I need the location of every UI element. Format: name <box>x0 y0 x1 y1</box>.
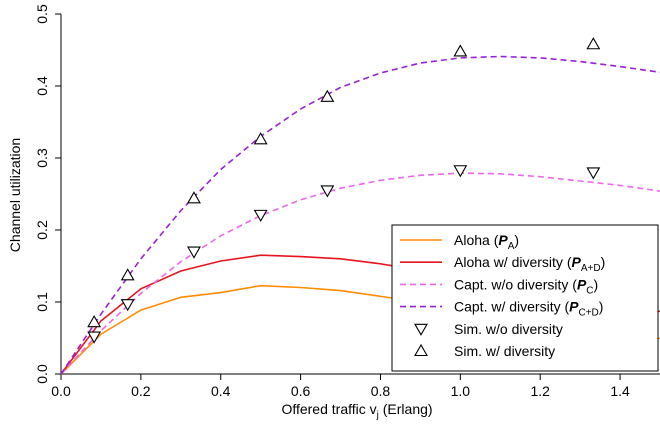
series-sim_nodiv <box>87 165 601 344</box>
legend-label-subscript: C+D <box>578 308 598 319</box>
legend-label-symbol: P <box>569 299 579 315</box>
y-tick-label: 0.3 <box>34 148 50 168</box>
x-axis-title-sub: j <box>376 410 379 421</box>
series-sim_div <box>87 37 601 328</box>
data-point <box>187 246 201 259</box>
x-axis-title-unit: (Erlang) <box>379 401 433 417</box>
y-axis-title: Channel utilization <box>7 138 23 252</box>
x-tick-label: 1.4 <box>610 383 630 399</box>
x-tick-label: 1.2 <box>530 383 550 399</box>
legend-label-text: Sim. w/o diversity <box>454 321 563 337</box>
data-point <box>87 315 102 328</box>
data-point <box>253 209 268 222</box>
legend-label-text: Capt. w/ diversity ( <box>454 299 569 315</box>
x-tick-label: 0.6 <box>291 383 311 399</box>
y-tick-label: 0.0 <box>34 364 50 384</box>
legend-entry-sim_nodiv: Sim. w/o diversity <box>414 321 563 337</box>
x-tick-label: 0.4 <box>211 383 231 399</box>
legend-label-text: Sim. w/ diversity <box>454 343 555 359</box>
legend-label: Sim. w/ diversity <box>454 343 555 359</box>
legend-marker <box>414 323 428 336</box>
legend-label-symbol: P <box>571 254 581 270</box>
legend-label-close: ) <box>599 299 604 315</box>
legend-label: Aloha w/ diversity (PA+D) <box>454 254 605 274</box>
legend-label-close: ) <box>601 254 606 270</box>
data-point <box>253 132 268 145</box>
legend-label-close: ) <box>594 276 599 292</box>
legend-box <box>391 224 659 372</box>
legend-label-text: Aloha w/ diversity ( <box>454 254 572 270</box>
legend-marker <box>414 343 428 357</box>
x-tick-label: 1.0 <box>451 383 471 399</box>
y-tick-label: 0.5 <box>34 4 50 24</box>
data-point <box>320 185 335 198</box>
data-point <box>586 37 601 50</box>
x-tick-label: 0.2 <box>131 383 151 399</box>
x-tick-label: 0.0 <box>51 383 71 399</box>
y-tick-label: 0.4 <box>34 76 50 96</box>
legend-label-close: ) <box>514 232 519 248</box>
axes: 0.0 0.2 0.4 0.6 0.8 1.0 1.2 1.4 0.0 0.1 0.2 0.3 0.4 0… <box>34 4 660 399</box>
series-line-capt <box>60 172 660 375</box>
y-tick-label: 0.2 <box>34 220 50 240</box>
legend-label: Sim. w/o diversity <box>454 321 563 337</box>
data-point <box>120 299 135 312</box>
legend-entry-capt: Capt. w/o diversity (PC) <box>400 276 598 296</box>
y-tick-label: 0.1 <box>34 292 50 312</box>
legend-label-symbol: P <box>498 232 508 248</box>
x-axis-title: Offered traffic vj (Erlang) <box>281 401 432 421</box>
legend-label: Capt. w/o diversity (PC) <box>454 276 598 296</box>
series-line-capt_div <box>60 55 660 375</box>
data-point <box>453 165 468 178</box>
data-point <box>320 89 335 102</box>
legend-label-subscript: A+D <box>581 263 601 274</box>
legend: Aloha (PA)Aloha w/ diversity (PA+D)Capt.… <box>391 224 659 372</box>
legend-entry-aloha: Aloha (PA) <box>400 232 519 252</box>
legend-label-subscript: A <box>508 241 515 252</box>
legend-entry-capt_div: Capt. w/ diversity (PC+D) <box>400 299 603 319</box>
data-point <box>87 331 102 344</box>
legend-label-subscript: C <box>586 285 593 296</box>
data-point <box>120 268 135 281</box>
legend-label-symbol: P <box>577 276 587 292</box>
x-axis-title-main: Offered traffic v <box>281 401 376 417</box>
legend-entry-aloha_div: Aloha w/ diversity (PA+D) <box>400 254 605 274</box>
x-tick-label: 0.8 <box>371 383 391 399</box>
legend-entry-sim_div: Sim. w/ diversity <box>414 343 555 359</box>
data-point <box>453 44 468 57</box>
legend-label: Aloha (PA) <box>454 232 519 252</box>
data-point <box>586 167 601 180</box>
legend-label-text: Capt. w/o diversity ( <box>454 276 577 292</box>
legend-label-text: Aloha ( <box>454 232 499 248</box>
legend-label: Capt. w/ diversity (PC+D) <box>454 299 603 319</box>
data-point <box>187 191 201 204</box>
